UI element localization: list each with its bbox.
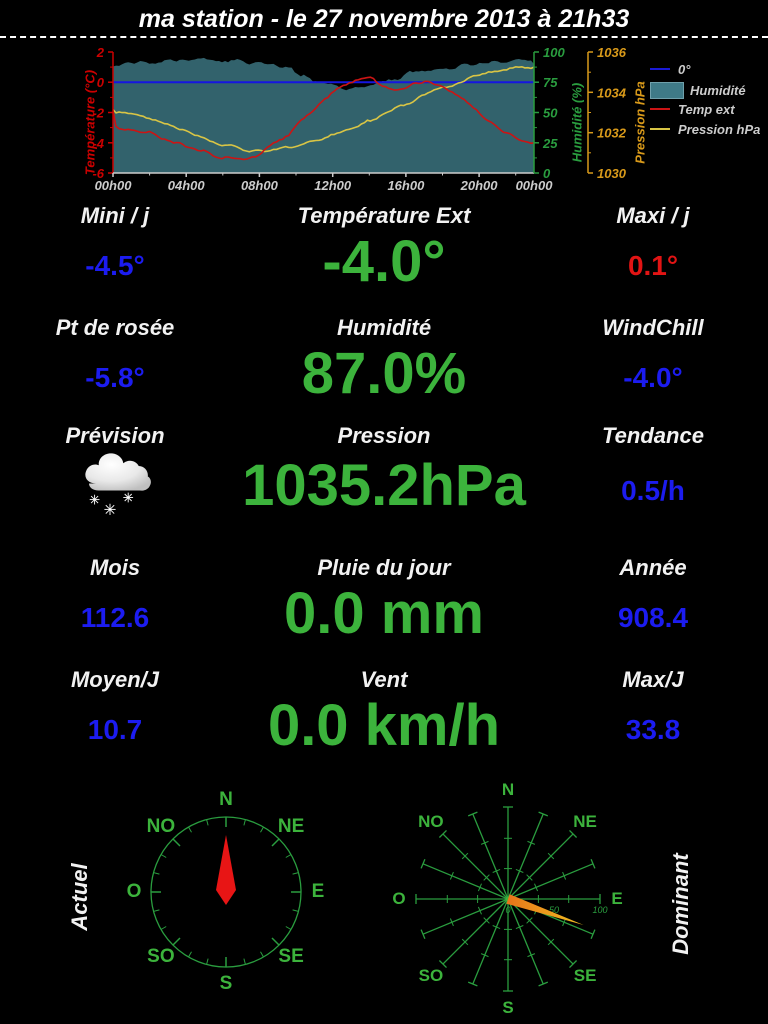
svg-text:12h00: 12h00: [314, 178, 352, 193]
svg-text:1030: 1030: [597, 166, 627, 181]
svg-text:1032: 1032: [597, 126, 627, 141]
svg-text:100: 100: [592, 905, 607, 915]
svg-text:SE: SE: [574, 966, 597, 985]
svg-text:00h00: 00h00: [95, 178, 133, 193]
svg-text:50: 50: [543, 106, 558, 121]
svg-text:O: O: [127, 881, 142, 902]
svg-text:S: S: [502, 998, 513, 1017]
svg-text:NE: NE: [573, 812, 597, 831]
svg-text:0: 0: [505, 905, 510, 915]
svg-text:1036: 1036: [597, 45, 627, 60]
svg-text:SE: SE: [278, 946, 303, 967]
svg-text:16h00: 16h00: [387, 178, 425, 193]
svg-text:N: N: [502, 780, 514, 799]
svg-text:NO: NO: [147, 816, 176, 837]
svg-text:0: 0: [97, 75, 105, 90]
svg-text:00h00: 00h00: [516, 178, 554, 193]
svg-text:25: 25: [542, 136, 558, 151]
svg-text:20h00: 20h00: [460, 178, 499, 193]
svg-text:100: 100: [543, 45, 565, 60]
svg-text:NO: NO: [418, 812, 444, 831]
svg-text:S: S: [220, 973, 233, 994]
svg-text:SO: SO: [419, 966, 444, 985]
svg-text:08h00: 08h00: [241, 178, 279, 193]
svg-text:O: O: [392, 889, 405, 908]
svg-text:SO: SO: [147, 946, 174, 967]
svg-text:04h00: 04h00: [168, 178, 206, 193]
svg-text:NE: NE: [278, 816, 304, 837]
svg-text:1034: 1034: [597, 85, 627, 100]
svg-text:N: N: [219, 789, 233, 810]
svg-text:E: E: [611, 889, 622, 908]
svg-text:75: 75: [543, 75, 558, 90]
svg-text:E: E: [312, 881, 325, 902]
